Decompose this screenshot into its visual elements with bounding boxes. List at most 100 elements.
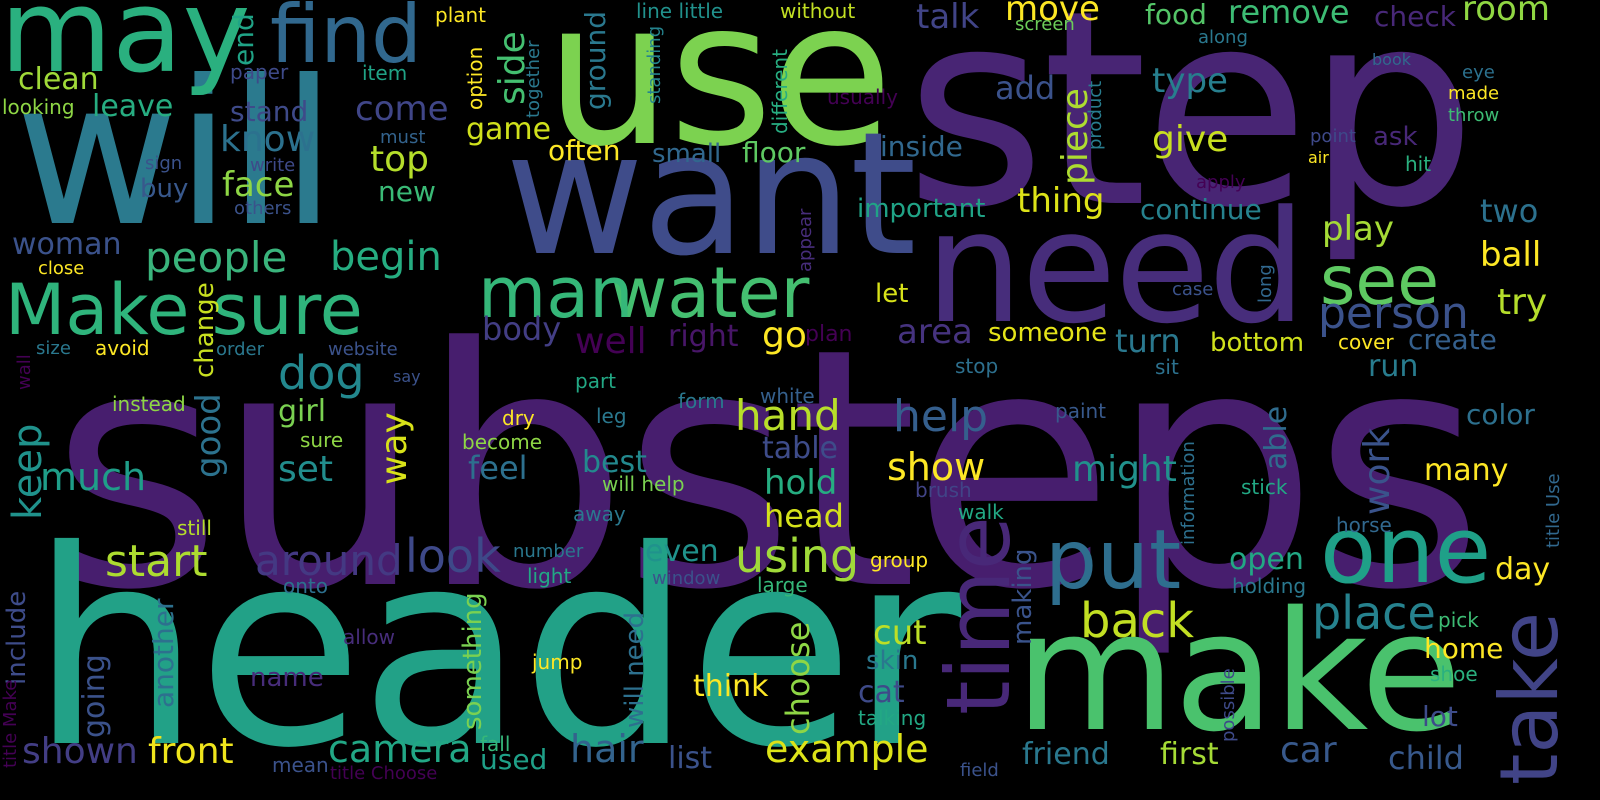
- word-eye: eye: [1462, 62, 1495, 83]
- word-will: will: [15, 38, 336, 271]
- word-standing: standing: [644, 25, 665, 104]
- word-jump: jump: [532, 650, 583, 674]
- word-form: form: [678, 389, 725, 413]
- word-first: first: [1160, 737, 1219, 772]
- word-begin: begin: [330, 234, 442, 280]
- word-along: along: [1198, 27, 1248, 48]
- word-change: change: [190, 282, 220, 378]
- word-sign: sign: [145, 153, 183, 174]
- word-place: place: [1312, 586, 1436, 640]
- word-start: start: [105, 536, 208, 587]
- word-case: case: [1172, 279, 1214, 300]
- word-car: car: [1280, 730, 1337, 771]
- word-shoe: shoe: [1430, 662, 1478, 686]
- word-made: made: [1448, 83, 1500, 104]
- word-sure: sure: [300, 428, 344, 452]
- word-title-use: title Use: [1543, 473, 1564, 548]
- word-camera: camera: [328, 727, 472, 771]
- word-light: light: [527, 564, 572, 588]
- word-front: front: [148, 731, 234, 772]
- word-instead: instead: [112, 392, 186, 416]
- word-much: much: [40, 455, 147, 499]
- word-will-help: will help: [602, 472, 685, 496]
- word-hold: hold: [764, 463, 838, 503]
- word-plan: plan: [805, 322, 853, 347]
- word-point: point: [1310, 126, 1356, 147]
- word-even: even: [645, 534, 719, 569]
- word-go: go: [762, 315, 807, 356]
- word-well: well: [575, 321, 647, 362]
- word-woman: woman: [12, 227, 122, 262]
- word-book: book: [1372, 50, 1411, 69]
- word-ask: ask: [1373, 122, 1418, 152]
- word-away: away: [573, 502, 626, 526]
- word-play: play: [1322, 209, 1394, 249]
- word-person: person: [1318, 288, 1469, 339]
- word-field: field: [960, 760, 999, 781]
- word-apply: apply: [1196, 172, 1246, 193]
- word-wall: wall: [14, 354, 35, 390]
- word-become: become: [462, 430, 543, 454]
- word-dog: dog: [278, 346, 365, 400]
- word-try: try: [1497, 282, 1548, 323]
- word-title-choose: title Choose: [330, 763, 438, 784]
- word-face: face: [222, 165, 295, 205]
- word-around: around: [255, 536, 403, 585]
- word-see: see: [1320, 242, 1440, 321]
- word-order: order: [216, 339, 264, 360]
- word-type: type: [1152, 61, 1228, 101]
- word-substeps: substeps: [50, 278, 1484, 662]
- word-floor: floor: [742, 136, 806, 169]
- word-continue: continue: [1140, 193, 1262, 226]
- word-way: way: [374, 412, 415, 485]
- word-information: information: [1178, 441, 1199, 545]
- word-air: air: [1308, 148, 1329, 167]
- word-still: still: [177, 516, 212, 540]
- word-think: think: [693, 669, 769, 704]
- word-talk: talk: [916, 0, 980, 37]
- word-body: body: [482, 310, 562, 348]
- word-know: know: [220, 119, 316, 160]
- word-cover: cover: [1338, 330, 1394, 354]
- word-come: come: [355, 89, 449, 129]
- word-inside: inside: [880, 130, 963, 163]
- word-used: used: [480, 743, 548, 776]
- word-leg: leg: [596, 404, 627, 428]
- word-onto: onto: [283, 574, 328, 598]
- word-line-little: line little: [636, 0, 724, 23]
- word-usually: usually: [827, 85, 898, 109]
- word-sit: sit: [1155, 355, 1179, 379]
- word-let: let: [875, 279, 909, 309]
- word-hair: hair: [570, 727, 644, 771]
- word-end: end: [227, 13, 260, 66]
- word-area: area: [897, 312, 973, 352]
- word-back: back: [1080, 593, 1195, 649]
- word-stop: stop: [955, 354, 999, 378]
- word-leave: leave: [92, 89, 174, 124]
- word-others: others: [234, 198, 292, 219]
- word-title-make: title Make: [0, 679, 21, 768]
- word-white: white: [760, 384, 815, 408]
- word-good: good: [189, 393, 229, 478]
- word-example: example: [765, 727, 929, 771]
- word-walk: walk: [958, 500, 1004, 524]
- word-find: find: [270, 0, 422, 81]
- word-dry: dry: [502, 406, 535, 430]
- word-move: move: [1005, 0, 1100, 29]
- word-set: set: [278, 449, 334, 490]
- word-fall: fall: [480, 732, 511, 756]
- word-lot: lot: [1422, 700, 1458, 733]
- word-large: large: [757, 573, 808, 597]
- word-together: together: [523, 40, 544, 118]
- word-want: want: [505, 96, 917, 294]
- word-close: close: [38, 258, 85, 279]
- word-home: home: [1424, 632, 1504, 665]
- word-buy: buy: [140, 174, 189, 204]
- word-table: table: [762, 431, 838, 466]
- word-item: item: [362, 61, 408, 85]
- word-work: work: [1357, 427, 1398, 515]
- word-put: put: [1045, 513, 1182, 608]
- word-will-need: will need: [620, 611, 650, 728]
- word-holding: holding: [1232, 574, 1307, 598]
- word-man: man: [478, 252, 634, 334]
